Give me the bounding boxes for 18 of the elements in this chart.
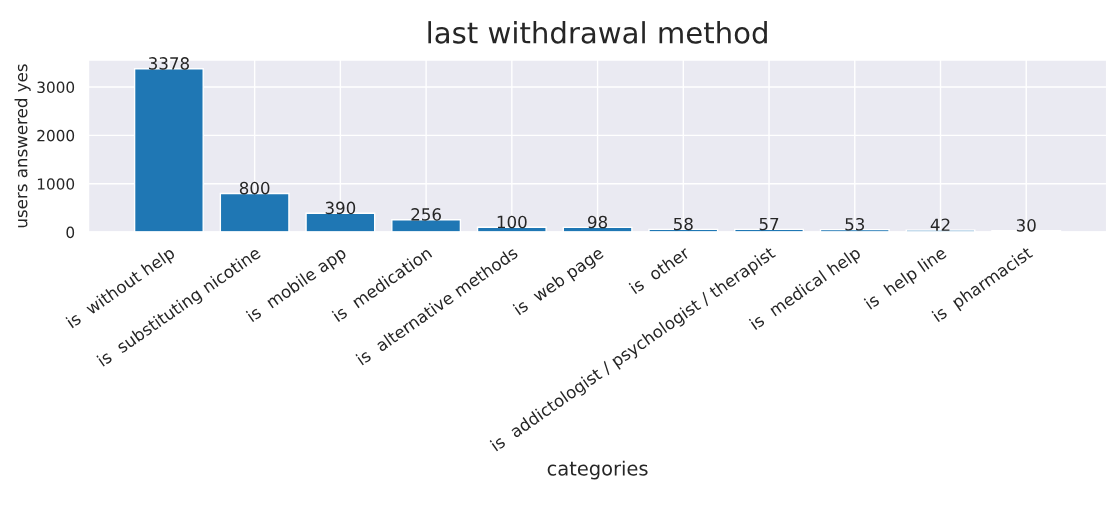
data-label: 57 bbox=[759, 217, 779, 231]
y-tick-label: 3000 bbox=[37, 81, 75, 94]
data-label: 58 bbox=[673, 217, 693, 231]
y-tick-label: 2000 bbox=[37, 129, 75, 142]
y-tick-label: 0 bbox=[66, 226, 75, 239]
data-label: 3378 bbox=[148, 57, 189, 70]
x-axis-title: categories bbox=[547, 460, 648, 480]
data-label: 800 bbox=[239, 181, 270, 195]
data-label: 100 bbox=[497, 215, 527, 229]
data-label: 390 bbox=[325, 201, 356, 215]
data-label: 256 bbox=[411, 208, 441, 221]
data-label: 42 bbox=[930, 218, 950, 231]
data-label: 98 bbox=[588, 215, 608, 229]
chart-title: last withdrawal method bbox=[428, 21, 767, 44]
data-label: 53 bbox=[845, 217, 865, 231]
y-axis-title: users answered yes bbox=[14, 64, 31, 228]
y-tick-label: 1000 bbox=[37, 178, 75, 190]
data-label: 30 bbox=[1016, 219, 1036, 232]
